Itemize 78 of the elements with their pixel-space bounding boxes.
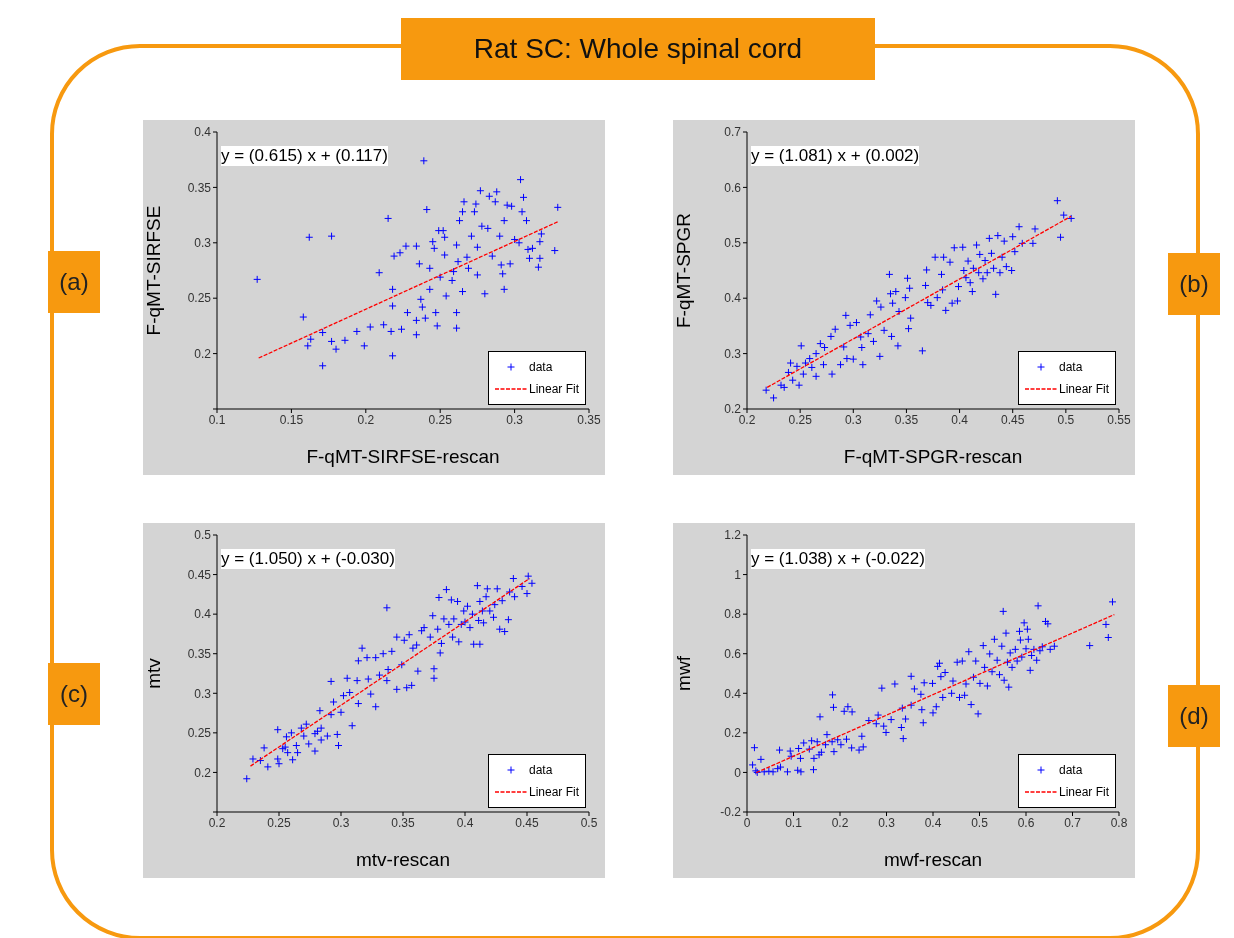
y-axis-title: F-qMT-SPGR [672,212,694,329]
y-tick-label: 0.2 [194,765,212,780]
y-tick-label: 0.2 [724,726,742,741]
x-tick-label: 0.1 [785,815,803,830]
y-axis-title: F-qMT-SIRFSE [142,205,164,336]
y-tick-label: 0.7 [724,125,742,140]
x-tick-label: 0.6 [1017,815,1035,830]
x-tick-label: 0.35 [577,412,601,427]
y-tick-label: 0.3 [194,686,212,701]
x-tick-label: 0.1 [208,412,226,427]
y-tick-label: 0.45 [187,567,212,582]
text: (a) [48,251,100,313]
x-tick-label: 0.55 [1107,412,1131,427]
x-tick-label: 0.4 [924,815,942,830]
y-tick-label: 0.2 [194,346,212,361]
y-tick-label: 0.4 [724,686,742,701]
x-tick-label: 0.7 [1064,815,1082,830]
y-tick-label: 0.25 [187,291,212,306]
y-tick-label: 0.4 [194,607,212,622]
y-tick-label: 0.25 [187,726,212,741]
y-tick-label: 0.6 [724,646,742,661]
x-tick-label: 0.25 [428,412,453,427]
y-tick-label: 1.2 [724,528,742,543]
legend-label: Linear Fit [528,785,579,799]
legend-label: Linear Fit [1058,785,1109,799]
x-axis-title: mwf-rescan [883,849,983,870]
x-tick-label: 0.3 [878,815,896,830]
x-tick-label: 0.8 [1110,815,1128,830]
x-tick-label: 0.3 [844,412,862,427]
legend-label: Linear Fit [528,382,579,396]
x-axis-title: F-qMT-SIRFSE-rescan [306,446,500,467]
y-tick-label: 0.4 [194,125,212,140]
y-tick-label: 0.8 [724,607,742,622]
y-tick-label: 0.3 [194,236,212,251]
x-tick-label: 0.35 [391,815,415,830]
x-tick-label: 0.4 [951,412,969,427]
text: Rat SC: Whole spinal cord [401,18,875,80]
x-tick-label: 0.5 [971,815,989,830]
y-axis-title: mtv [142,657,164,689]
legend-label: data [528,763,553,777]
y-tick-label: 0.4 [724,291,742,306]
y-tick-label: -0.2 [720,805,742,820]
legend-label: data [528,360,553,374]
text: (d) [1168,685,1220,747]
annotation: y = (1.081) x + (0.002) [751,146,920,166]
x-axis-title: mtv-rescan [356,849,450,870]
y-tick-label: 0.35 [187,180,212,195]
y-tick-label: 1 [734,567,742,582]
x-tick-label: 0.2 [357,412,375,427]
x-tick-label: 0.45 [1001,412,1025,427]
y-tick-label: 0.6 [724,180,742,195]
x-tick-label: 0.3 [332,815,350,830]
x-tick-label: 0.25 [267,815,291,830]
x-tick-label: 0.25 [788,412,813,427]
y-tick-label: 0.3 [724,346,742,361]
x-tick-label: 0.3 [506,412,524,427]
x-tick-label: 0.2 [831,815,849,830]
x-tick-label: 0.5 [1057,412,1075,427]
legend-label: data [1058,763,1083,777]
legend-label: Linear Fit [1058,382,1109,396]
y-tick-label: 0 [734,765,742,780]
annotation: y = (1.038) x + (-0.022) [751,549,925,569]
x-axis-title: F-qMT-SPGR-rescan [843,446,1023,467]
annotation: y = (1.050) x + (-0.030) [221,549,395,569]
x-tick-label: 0.15 [279,412,304,427]
x-tick-label: 0.4 [456,815,474,830]
x-tick-label: 0.35 [894,412,919,427]
x-tick-label: 0.2 [208,815,226,830]
y-axis-title: mwf [672,655,694,691]
y-tick-label: 0.5 [724,236,742,251]
text: (b) [1168,253,1220,315]
x-tick-label: 0.5 [580,815,598,830]
x-tick-label: 0.45 [515,815,539,830]
legend-label: data [1058,360,1083,374]
text: (c) [48,663,100,725]
annotation: y = (0.615) x + (0.117) [221,146,388,166]
y-tick-label: 0.35 [187,646,212,661]
y-tick-label: 0.5 [194,528,212,543]
